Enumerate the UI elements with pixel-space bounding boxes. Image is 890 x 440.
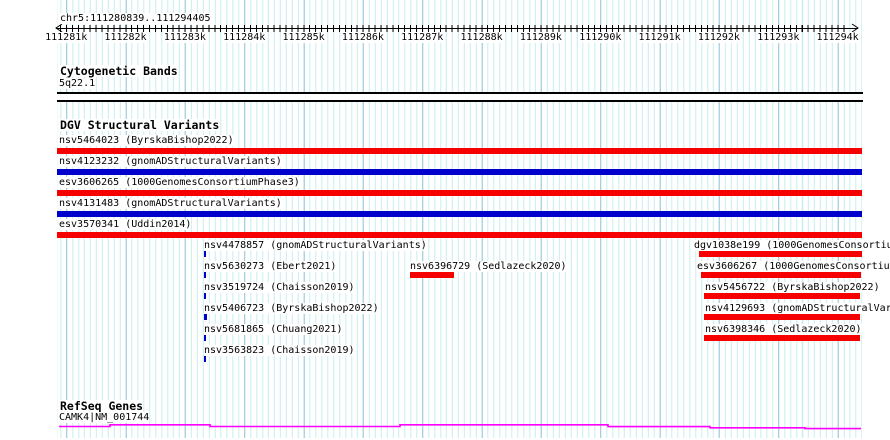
- ruler-tick-label: 111293k: [757, 32, 800, 43]
- variant-label[interactable]: nsv3519724 (Chaisson2019): [204, 282, 355, 293]
- variant-label[interactable]: nsv4131483 (gnomADStructuralVariants): [59, 198, 282, 209]
- ruler-tick-label: 111290k: [579, 32, 622, 43]
- variant-point-glyph[interactable]: [204, 335, 206, 341]
- ruler-tick-label: 111289k: [519, 32, 562, 43]
- variant-bar[interactable]: [57, 190, 862, 196]
- variant-label[interactable]: nsv5630273 (Ebert2021): [204, 261, 337, 272]
- ruler-tick-label: 111294k: [816, 32, 859, 43]
- ruler-tick-label: 111292k: [697, 32, 740, 43]
- variant-bar[interactable]: [704, 314, 860, 320]
- ruler-tick-label: 111288k: [460, 32, 503, 43]
- track-title-cytogenetic-bands: Cytogenetic Bands: [60, 64, 178, 78]
- track-title-dgv-variants: DGV Structural Variants: [60, 118, 220, 132]
- ruler-tick-label: 111285k: [282, 32, 325, 43]
- variant-label[interactable]: nsv4478857 (gnomADStructuralVariants): [204, 240, 427, 251]
- variant-point-glyph[interactable]: [204, 251, 206, 257]
- variant-label[interactable]: esv3570341 (Uddin2014): [59, 219, 192, 230]
- ruler-tick-label: 111283k: [163, 32, 206, 43]
- track-title-refseq-genes: RefSeq Genes: [60, 399, 144, 413]
- ruler-tick-label: 111282k: [104, 32, 147, 43]
- ruler-tick-label: 111291k: [638, 32, 681, 43]
- variant-bar[interactable]: [704, 293, 860, 299]
- variant-label[interactable]: esv3606267 (1000GenomesConsortiu: [697, 261, 890, 272]
- variant-label[interactable]: dgv1038e199 (1000GenomesConsortiu: [694, 240, 890, 251]
- gene-label[interactable]: CAMK4|NM_001744: [59, 412, 150, 423]
- region-coordinates: chr5:111280839..111294405: [60, 13, 211, 24]
- ruler-tick-label: 111286k: [341, 32, 384, 43]
- variant-label[interactable]: nsv4123232 (gnomADStructuralVariants): [59, 156, 282, 167]
- variant-bar[interactable]: [699, 251, 862, 257]
- variant-bar[interactable]: [701, 272, 861, 278]
- variant-bar[interactable]: [57, 232, 862, 238]
- variant-label[interactable]: esv3606265 (1000GenomesConsortiumPhase3): [59, 177, 300, 188]
- variant-label[interactable]: nsv3563823 (Chaisson2019): [204, 345, 355, 356]
- variant-point-glyph[interactable]: [204, 314, 207, 320]
- variant-point-glyph[interactable]: [204, 272, 206, 278]
- ruler-tick-label: 111287k: [401, 32, 444, 43]
- variant-label[interactable]: nsv4129693 (gnomADStructuralVari: [705, 303, 890, 314]
- variant-bar[interactable]: [57, 211, 862, 217]
- ruler-tick-label: 111281k: [45, 32, 88, 43]
- ruler-tick-label: 111284k: [223, 32, 266, 43]
- cytoband-glyph[interactable]: [57, 92, 863, 102]
- cytoband-label[interactable]: 5q22.1: [59, 78, 96, 89]
- variant-label[interactable]: nsv5456722 (ByrskaBishop2022): [705, 282, 880, 293]
- variant-bar[interactable]: [410, 272, 454, 278]
- variant-point-glyph[interactable]: [204, 293, 206, 299]
- variant-bar[interactable]: [704, 335, 860, 341]
- variant-bar[interactable]: [57, 169, 862, 175]
- variant-point-glyph[interactable]: [204, 356, 206, 362]
- variant-label[interactable]: nsv5406723 (ByrskaBishop2022): [204, 303, 379, 314]
- ruler-tick-marks: [60, 25, 849, 32]
- variant-label[interactable]: nsv6396729 (Sedlazeck2020): [410, 261, 567, 272]
- variant-label[interactable]: nsv6398346 (Sedlazeck2020): [705, 324, 862, 335]
- variant-label[interactable]: nsv5681865 (Chuang2021): [204, 324, 343, 335]
- variant-label[interactable]: nsv5464023 (ByrskaBishop2022): [59, 135, 234, 146]
- variant-bar[interactable]: [57, 148, 862, 154]
